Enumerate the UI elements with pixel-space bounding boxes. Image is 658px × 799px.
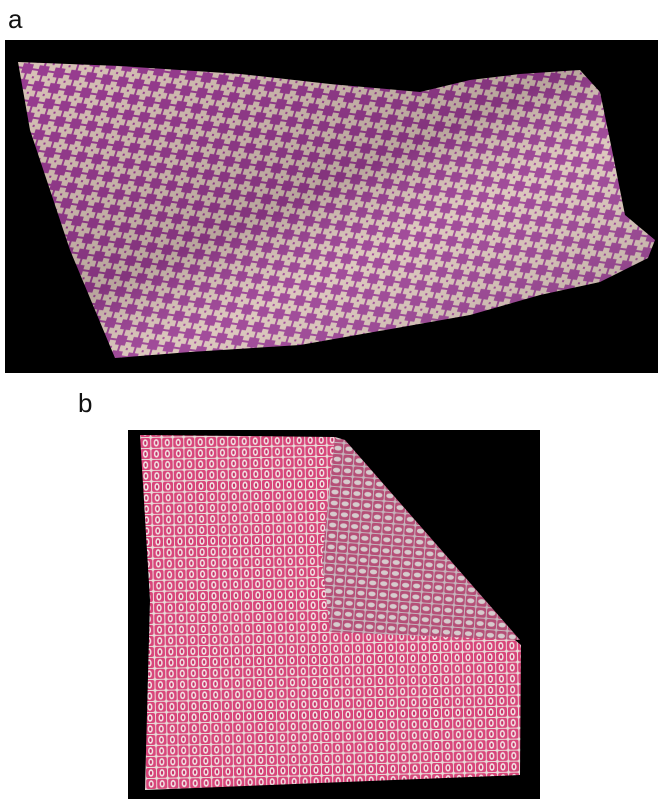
figure-canvas bbox=[0, 0, 658, 799]
panel-label: b bbox=[78, 390, 92, 416]
figure: a b bbox=[0, 0, 658, 799]
panel-label: a bbox=[8, 6, 22, 32]
